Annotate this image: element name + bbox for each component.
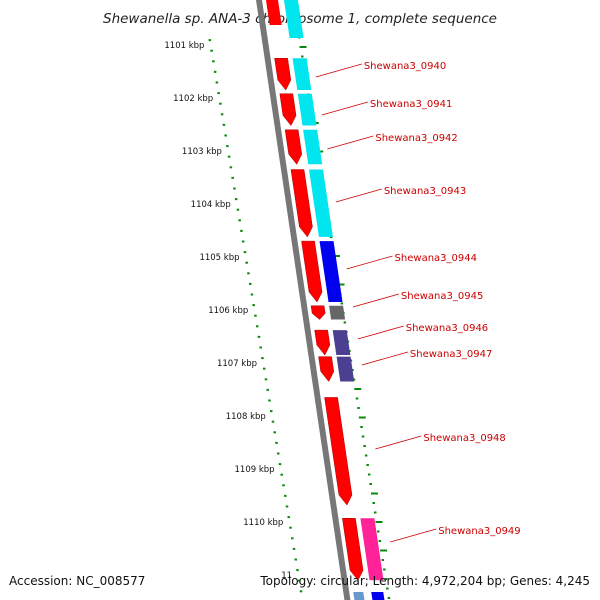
gene-label: Shewana3_0948 (423, 433, 505, 444)
scale-label: 1110 kbp (243, 518, 283, 528)
leader-line (357, 325, 404, 340)
backbone-band (256, 0, 351, 600)
gene-arrow (274, 58, 292, 91)
scale-label: 1108 kbp (226, 412, 266, 422)
gene-arrow (314, 329, 331, 356)
gene-arrow (318, 356, 335, 383)
gene-label: Shewana3_0942 (375, 133, 457, 144)
scale-label: 11 (281, 571, 292, 581)
gene-arrow (284, 129, 302, 165)
leader-line (346, 255, 393, 270)
gene-label: Shewana3_0943 (384, 186, 466, 197)
gene-label: Shewana3_0940 (364, 61, 446, 72)
scale-ticks: 1101 kbp 1102 kbp 1103 kbp 1104 kbp 1105 kbp… (164, 27, 391, 599)
leader-line (335, 188, 382, 203)
leader-line (352, 293, 400, 308)
leader-line (321, 101, 369, 116)
gene-arrows (266, 0, 364, 581)
leader-line (315, 63, 362, 78)
gene-label: Shewana3_0946 (406, 323, 488, 334)
leader-line (390, 528, 437, 543)
feature-block (292, 58, 312, 91)
gene-arrow (301, 240, 323, 303)
gene-arrow (324, 397, 353, 506)
gene-arrow-edge (266, 0, 282, 25)
accession-text: Accession: NC_008577 (9, 574, 146, 588)
gene-label: Shewana3_0945 (401, 291, 483, 302)
feature-block-edge (353, 592, 365, 600)
scale-label: 1109 kbp (235, 465, 275, 475)
gene-label: Shewana3_0947 (410, 349, 492, 360)
feature-block (336, 356, 355, 382)
scale-label: 1101 kbp (164, 41, 204, 51)
feature-block (332, 330, 351, 356)
scale-label: 1103 kbp (182, 147, 222, 157)
feature-tracks (284, 0, 385, 600)
topology-text: Topology: circular; Length: 4,972,204 bp… (260, 574, 590, 588)
gene-label: Shewana3_0949 (438, 526, 520, 537)
leader-line (361, 351, 409, 366)
gene-arrow (310, 305, 326, 320)
feature-block-edge (371, 592, 385, 600)
feature-block (360, 518, 384, 581)
scale-label: 1107 kbp (217, 359, 257, 369)
gene-arrow (342, 518, 364, 581)
gene-label: Shewana3_0941 (370, 99, 452, 110)
scale-label: 1105 kbp (199, 253, 239, 263)
gene-labels: Shewana3_0940 Shewana3_0941 Shewana3_0942 S… (315, 61, 521, 543)
scale-label: 1104 kbp (191, 200, 231, 210)
leader-line (327, 135, 374, 150)
scale-label: 1106 kbp (208, 306, 248, 316)
feature-block (303, 129, 323, 165)
gene-arrow (279, 93, 297, 127)
feature-block (297, 93, 317, 126)
feature-block-edge (284, 0, 304, 38)
scale-label: 1102 kbp (173, 94, 213, 104)
feature-block (319, 241, 343, 303)
feature-block (329, 305, 346, 320)
backbone (256, 0, 351, 600)
gene-label: Shewana3_0944 (395, 253, 477, 264)
feature-block (308, 169, 333, 237)
gene-arrow (290, 169, 313, 238)
leader-line (375, 435, 422, 450)
